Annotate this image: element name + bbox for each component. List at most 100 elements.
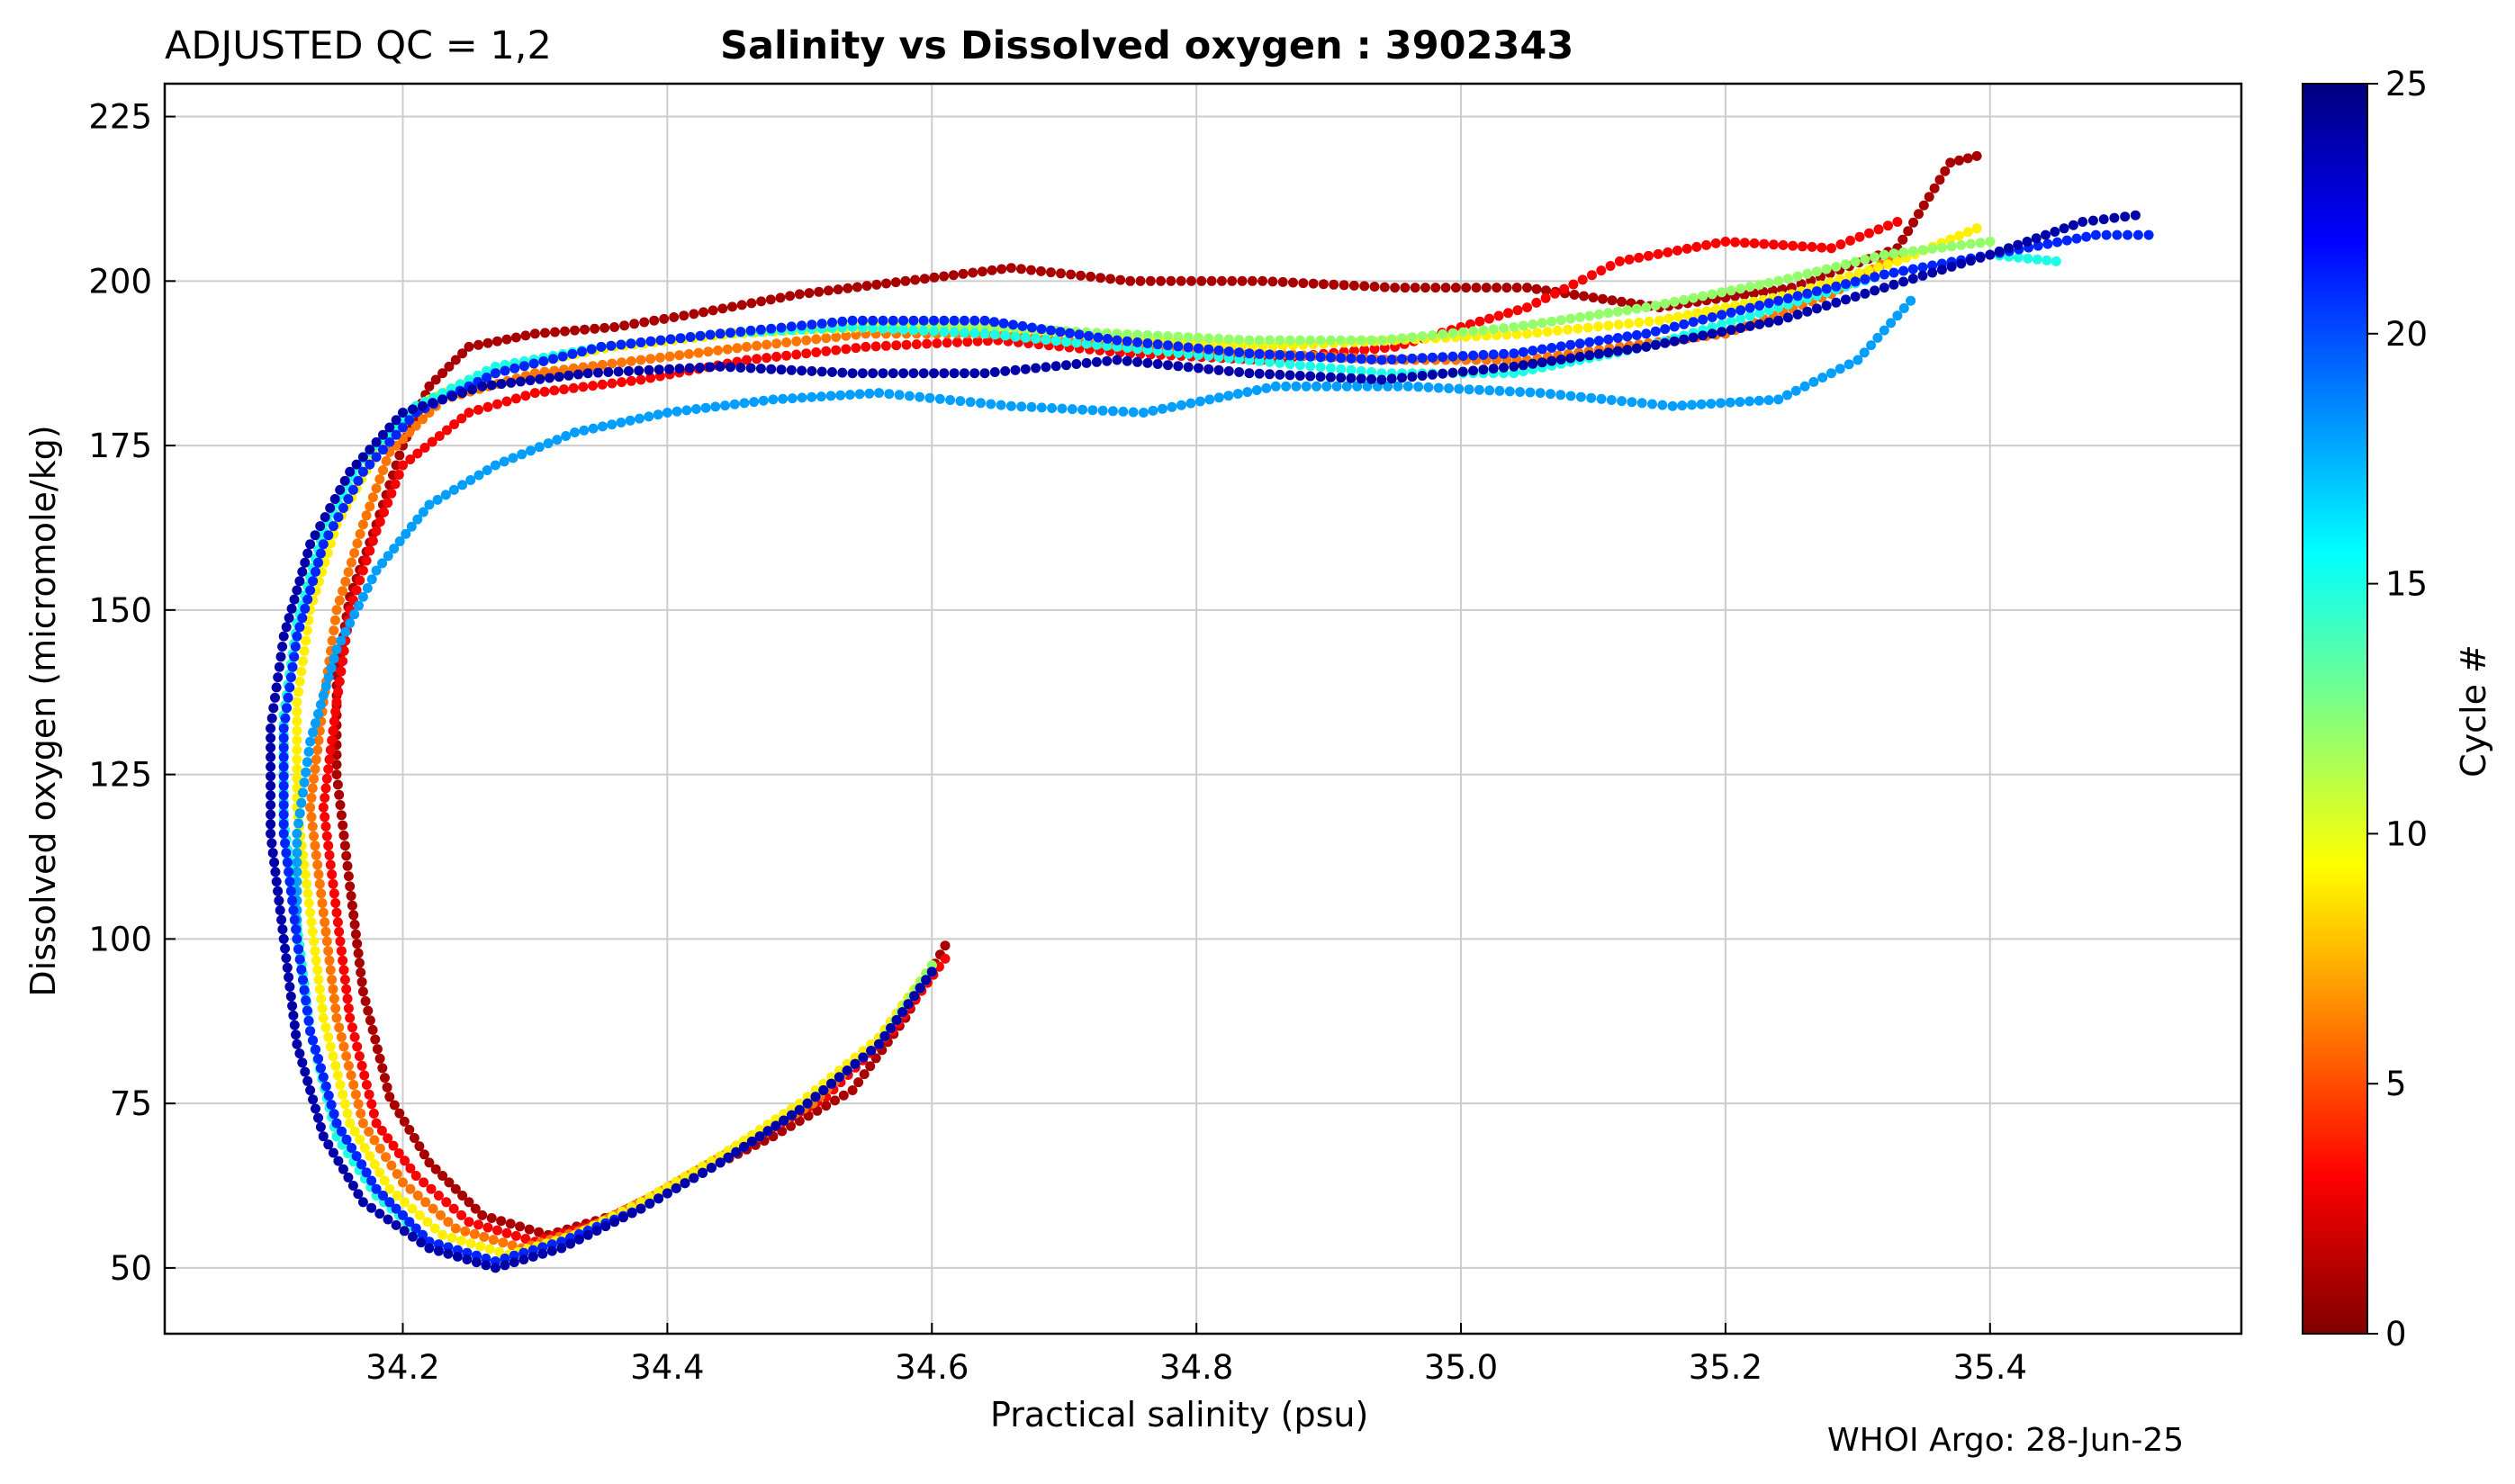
data-point — [2068, 220, 2078, 230]
data-point — [1535, 388, 1546, 399]
data-point — [328, 1051, 338, 1062]
data-point — [1135, 275, 1146, 286]
data-point — [379, 507, 389, 517]
data-point — [331, 1012, 342, 1023]
data-point — [934, 393, 945, 404]
data-point — [1598, 293, 1608, 304]
data-point — [908, 368, 919, 379]
data-point — [1156, 275, 1167, 286]
data-point — [1603, 308, 1614, 319]
data-point — [1763, 305, 1774, 316]
data-point — [420, 1197, 431, 1208]
data-point — [857, 368, 868, 379]
data-point — [1291, 381, 1302, 391]
data-point — [1975, 238, 1986, 248]
data-point — [1555, 355, 1566, 364]
data-point — [278, 742, 289, 753]
data-point — [320, 926, 331, 937]
data-point — [266, 809, 276, 820]
data-point — [825, 391, 836, 401]
data-point — [654, 352, 665, 363]
data-point — [371, 483, 382, 494]
data-point — [1494, 385, 1505, 396]
data-point — [1663, 313, 1674, 324]
data-point — [949, 368, 960, 379]
data-point — [580, 324, 590, 335]
data-point — [266, 819, 276, 830]
data-point — [771, 351, 782, 362]
data-point — [273, 886, 284, 896]
data-point — [797, 320, 807, 331]
data-point — [292, 877, 302, 887]
data-point — [501, 334, 512, 345]
data-point — [1582, 322, 1593, 333]
data-point — [1768, 239, 1779, 250]
data-point — [918, 325, 929, 336]
data-point — [1010, 364, 1021, 375]
data-point — [811, 347, 822, 357]
data-point — [357, 591, 368, 602]
data-point — [785, 291, 796, 301]
data-point — [424, 1243, 435, 1254]
data-point — [338, 820, 348, 831]
data-point — [1132, 337, 1143, 347]
data-point — [456, 1236, 467, 1246]
data-point — [376, 1125, 387, 1136]
qc-label: ADJUSTED QC = 1,2 — [165, 23, 552, 68]
data-point — [1624, 319, 1634, 329]
data-point — [1859, 347, 1870, 358]
data-point — [1376, 335, 1387, 346]
data-point — [292, 933, 302, 944]
data-point — [1417, 331, 1428, 342]
data-point — [1213, 333, 1224, 344]
data-point — [2132, 229, 2143, 240]
data-point — [838, 1090, 849, 1101]
data-point — [307, 783, 318, 794]
data-point — [328, 521, 338, 532]
data-point — [939, 327, 950, 337]
data-point — [636, 355, 646, 365]
data-point — [1681, 243, 1692, 254]
data-point — [496, 1216, 507, 1227]
data-point — [1889, 248, 1899, 259]
data-point — [1906, 295, 1916, 306]
data-point — [1754, 319, 1765, 329]
data-point — [1461, 283, 1472, 293]
data-point — [989, 367, 1000, 377]
data-point — [582, 1229, 593, 1240]
data-point — [345, 1012, 356, 1023]
data-point — [771, 338, 782, 349]
data-point — [1247, 275, 1258, 286]
data-point — [1936, 265, 1947, 275]
data-point — [464, 1217, 474, 1228]
data-point — [1720, 237, 1731, 247]
data-point — [391, 415, 401, 426]
data-point — [881, 278, 891, 289]
data-point — [404, 1124, 415, 1135]
data-point — [383, 1214, 393, 1225]
data-point — [843, 283, 853, 293]
data-point — [266, 713, 277, 724]
data-point — [481, 1260, 491, 1271]
data-point — [323, 671, 334, 682]
data-point — [528, 358, 539, 369]
data-point — [540, 328, 550, 338]
data-point — [1173, 361, 1184, 372]
data-point — [1071, 359, 1082, 369]
data-point — [280, 713, 291, 724]
data-point — [746, 298, 757, 309]
data-point — [979, 368, 990, 379]
data-point — [1811, 266, 1822, 277]
data-point — [1152, 359, 1163, 369]
data-point — [278, 761, 289, 772]
data-point — [336, 666, 347, 677]
data-point — [1647, 399, 1657, 409]
data-point — [698, 1167, 708, 1178]
data-point — [1540, 292, 1551, 303]
data-point — [284, 613, 294, 624]
data-point — [366, 1202, 377, 1213]
data-point — [266, 790, 276, 801]
data-point — [1244, 335, 1255, 346]
data-point — [419, 1177, 429, 1188]
data-point — [671, 1183, 681, 1193]
